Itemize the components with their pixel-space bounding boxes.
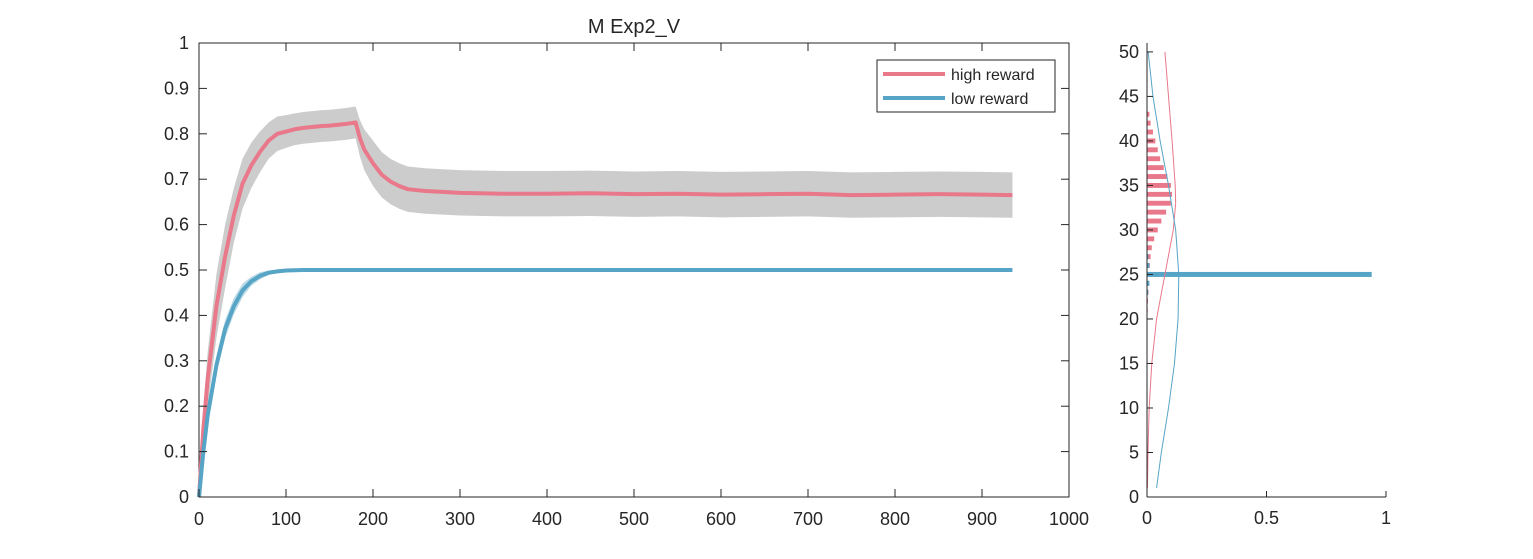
side-y-ticks: 0 5 10 15 20 25 30 35 40 45 50 xyxy=(1119,42,1153,507)
series-line-high-reward xyxy=(197,120,1013,498)
fit-curve-low-reward xyxy=(1147,51,1180,489)
histogram-bar-high-reward xyxy=(1147,156,1161,162)
histogram-bar-high-reward xyxy=(1147,191,1173,197)
fit-curve-high-reward xyxy=(1146,51,1177,489)
side-x-tick-label: 0 xyxy=(1142,508,1152,528)
histogram-bar-high-reward xyxy=(1147,182,1171,188)
side-x-tick-label: 0.5 xyxy=(1254,508,1279,528)
main-x-tick-label: 800 xyxy=(880,509,910,529)
band-high-reward xyxy=(199,106,1013,497)
side-y-tick-label: 25 xyxy=(1119,264,1139,284)
main-y-tick-label: 0.2 xyxy=(164,396,189,416)
histogram-bar-high-reward xyxy=(1147,254,1151,260)
main-x-tick-label: 500 xyxy=(619,509,649,529)
side-histogram-fits xyxy=(1146,51,1180,489)
side-y-tick-label: 30 xyxy=(1119,220,1139,240)
main-x-tick-label: 400 xyxy=(532,509,562,529)
main-y-tick-label: 0 xyxy=(179,487,189,507)
main-y-tick-label: 0.9 xyxy=(164,78,189,98)
main-lines xyxy=(197,120,1013,498)
main-y-tick-label: 0.1 xyxy=(164,442,189,462)
histogram-bar-low-reward xyxy=(1147,271,1372,277)
main-y-tick-label: 0.5 xyxy=(164,260,189,280)
side-y-tick-label: 45 xyxy=(1119,86,1139,106)
histogram-bar-low-reward xyxy=(1147,263,1150,269)
histogram-bar-high-reward xyxy=(1147,129,1153,135)
main-axes: 0 100 200 300 400 500 600 700 800 900 1000 0 0.1 0.2… xyxy=(164,16,1089,529)
main-x-ticks: 0 100 200 300 400 500 600 700 800 900 1000 xyxy=(194,43,1089,529)
histogram-bar-high-reward xyxy=(1147,111,1150,117)
histogram-bar-high-reward xyxy=(1147,147,1158,153)
main-x-tick-label: 300 xyxy=(445,509,475,529)
histogram-bar-high-reward xyxy=(1147,218,1162,224)
main-x-tick-label: 100 xyxy=(271,509,301,529)
main-bands xyxy=(199,106,1013,497)
histogram-bar-high-reward xyxy=(1147,165,1164,171)
side-y-tick-label: 20 xyxy=(1119,309,1139,329)
band-low-reward xyxy=(199,269,1013,497)
side-y-tick-label: 0 xyxy=(1129,487,1139,507)
histogram-bar-high-reward xyxy=(1147,200,1171,206)
histogram-bar-low-reward xyxy=(1147,254,1149,260)
histogram-bar-low-reward xyxy=(1147,289,1149,295)
side-y-tick-label: 10 xyxy=(1119,398,1139,418)
main-x-tick-label: 1000 xyxy=(1049,509,1089,529)
main-y-ticks: 0 0.1 0.2 0.3 0.4 0.5 0.6 0.7 0.8 0.9 1 xyxy=(164,33,1069,507)
side-x-ticks: 0 0.5 1 xyxy=(1142,491,1391,528)
side-y-tick-label: 40 xyxy=(1119,131,1139,151)
histogram-bar-high-reward xyxy=(1147,120,1151,126)
legend[interactable]: high reward low reward xyxy=(876,59,1056,113)
chart-title: M Exp2_V xyxy=(588,16,681,38)
side-y-tick-label: 15 xyxy=(1119,353,1139,373)
legend-label-low-reward: low reward xyxy=(951,91,1028,108)
main-x-tick-label: 0 xyxy=(194,509,204,529)
main-x-tick-label: 900 xyxy=(967,509,997,529)
side-histogram-bars xyxy=(1147,111,1372,313)
main-y-tick-label: 0.3 xyxy=(164,351,189,371)
histogram-bar-high-reward xyxy=(1147,209,1167,215)
main-x-tick-label: 700 xyxy=(793,509,823,529)
histogram-bar-high-reward xyxy=(1147,245,1152,251)
legend-box xyxy=(876,59,1056,113)
side-y-tick-label: 35 xyxy=(1119,175,1139,195)
series-line-low-reward xyxy=(197,268,1013,498)
main-y-tick-label: 0.4 xyxy=(164,305,189,325)
histogram-bar-high-reward xyxy=(1147,174,1168,179)
legend-label-high-reward: high reward xyxy=(951,67,1035,84)
histogram-bar-high-reward xyxy=(1147,236,1155,242)
main-y-tick-label: 1 xyxy=(179,33,189,53)
main-y-tick-label: 0.8 xyxy=(164,124,189,144)
main-y-tick-label: 0.7 xyxy=(164,169,189,189)
main-x-tick-label: 600 xyxy=(706,509,736,529)
side-y-tick-label: 50 xyxy=(1119,42,1139,62)
main-y-tick-label: 0.6 xyxy=(164,215,189,235)
histogram-bar-low-reward xyxy=(1147,280,1150,286)
side-y-tick-label: 5 xyxy=(1129,442,1139,462)
side-x-tick-label: 1 xyxy=(1381,508,1391,528)
main-x-tick-label: 200 xyxy=(358,509,388,529)
